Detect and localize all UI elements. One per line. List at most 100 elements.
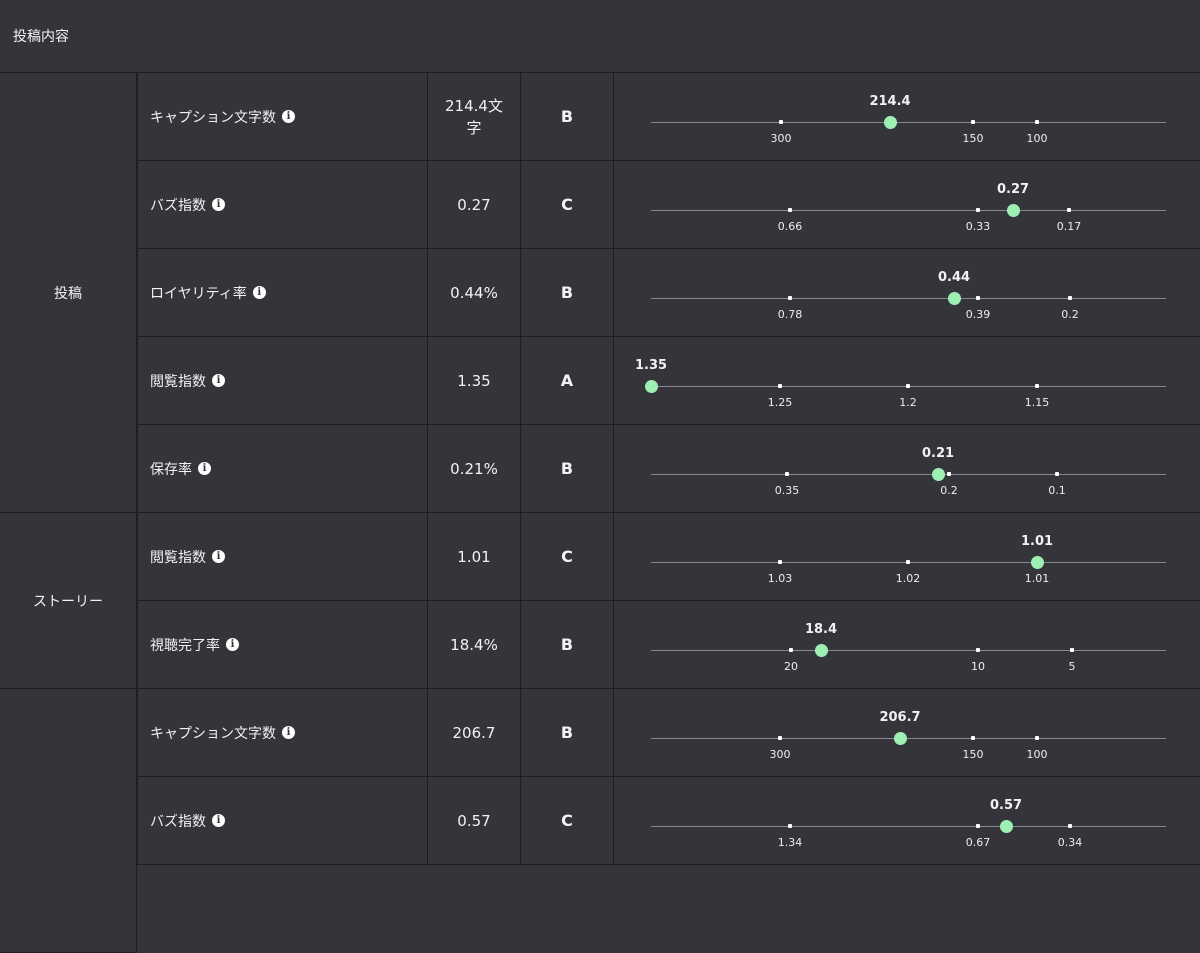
scale-tick bbox=[1035, 384, 1039, 388]
score-marker bbox=[814, 644, 828, 657]
info-icon[interactable]: i bbox=[282, 110, 295, 123]
scale-tick-label: 0.39 bbox=[965, 308, 991, 321]
scale-tick-label: 100 bbox=[1026, 748, 1048, 761]
scale-tick bbox=[1055, 472, 1059, 476]
metric-value-text: 18.4% bbox=[450, 635, 498, 654]
score-marker bbox=[1030, 556, 1044, 569]
scale-cell: 20 10 5 18.4 bbox=[614, 601, 1200, 689]
score-marker-label: 0.44 bbox=[937, 270, 971, 285]
scale-tick-label: 0.67 bbox=[965, 836, 991, 849]
info-icon[interactable]: i bbox=[226, 638, 239, 651]
info-icon[interactable]: i bbox=[282, 726, 295, 739]
grade-cell: C bbox=[521, 777, 614, 865]
metric-value: 0.57 bbox=[428, 777, 521, 865]
info-icon[interactable]: i bbox=[212, 550, 225, 563]
scale-tick-label: 0.66 bbox=[777, 220, 803, 233]
scale-track: 1.25 1.2 1.15 1.35 bbox=[635, 358, 1166, 409]
score-marker-label: 1.01 bbox=[1020, 534, 1054, 549]
scale-tick bbox=[906, 384, 910, 388]
metric-label: 閲覧指数 bbox=[150, 373, 206, 390]
scale-track: 300 150 100 214.4 bbox=[651, 94, 1166, 145]
scale-tick-label: 1.03 bbox=[767, 572, 793, 585]
scale-tick-label: 20 bbox=[784, 660, 798, 673]
scale-tick-label: 1.02 bbox=[895, 572, 921, 585]
scale-tick bbox=[971, 736, 975, 740]
info-icon[interactable]: i bbox=[198, 462, 211, 475]
grade-cell: B bbox=[521, 425, 614, 513]
metric-label: キャプション文字数 bbox=[150, 109, 276, 126]
scale-tick bbox=[785, 472, 789, 476]
info-icon[interactable]: i bbox=[212, 374, 225, 387]
metric-label-cell: バズ指数 i bbox=[137, 161, 428, 249]
scale-tick bbox=[976, 824, 980, 828]
scale-track: 0.35 0.2 0.1 0.21 bbox=[651, 446, 1166, 497]
group-cell bbox=[0, 689, 137, 953]
metric-label-cell: キャプション文字数 i bbox=[137, 689, 428, 777]
scale-tick bbox=[1035, 736, 1039, 740]
grade-cell: A bbox=[521, 337, 614, 425]
scale-tick-label: 1.2 bbox=[899, 396, 917, 409]
scale-tick bbox=[789, 648, 793, 652]
scale-tick bbox=[1035, 120, 1039, 124]
metric-value: 0.44% bbox=[428, 249, 521, 337]
metric-label-cell: 保存率 i bbox=[137, 425, 428, 513]
scale-cell: 0.66 0.33 0.17 0.27 bbox=[614, 161, 1200, 249]
scale-tick bbox=[971, 120, 975, 124]
scale-tick bbox=[788, 208, 792, 212]
info-icon[interactable]: i bbox=[252, 286, 266, 299]
scale-tick bbox=[778, 736, 782, 740]
scale-tick-label: 10 bbox=[971, 660, 985, 673]
grade-cell: B bbox=[521, 689, 614, 777]
grade-badge: C bbox=[561, 547, 573, 566]
metric-label-cell: 閲覧指数 i bbox=[137, 337, 428, 425]
scale-tick-label: 0.34 bbox=[1057, 836, 1083, 849]
scale-tick-label: 0.17 bbox=[1056, 220, 1082, 233]
grade-badge: B bbox=[560, 459, 574, 478]
score-marker bbox=[893, 732, 907, 745]
metric-label-cell: バズ指数 i bbox=[137, 777, 428, 865]
scale-tick-label: 0.2 bbox=[940, 484, 958, 497]
section-header: 投稿内容 bbox=[0, 0, 1200, 73]
scale-cell: 1.25 1.2 1.15 1.35 bbox=[614, 337, 1200, 425]
scale-tick bbox=[1067, 208, 1071, 212]
metric-value-text: 214.4文字 bbox=[445, 96, 503, 137]
scale-tick bbox=[947, 472, 951, 476]
scale-tick-label: 1.34 bbox=[777, 836, 803, 849]
scale-tick-label: 5 bbox=[1068, 660, 1076, 673]
scale-track: 1.03 1.02 1.01 1.01 bbox=[651, 534, 1166, 585]
group-cell: ストーリー bbox=[0, 513, 137, 689]
score-marker-label: 206.7 bbox=[879, 710, 921, 725]
scale-tick bbox=[1068, 296, 1072, 300]
scale-tick bbox=[779, 120, 783, 124]
scale-cell: 0.35 0.2 0.1 0.21 bbox=[614, 425, 1200, 513]
grade-badge: A bbox=[560, 371, 574, 390]
grade-cell: C bbox=[521, 161, 614, 249]
metric-value: 0.27 bbox=[428, 161, 521, 249]
scale-track: 0.78 0.39 0.2 0.44 bbox=[651, 270, 1166, 321]
metric-value-text: 0.27 bbox=[457, 195, 491, 214]
metric-label: キャプション文字数 bbox=[150, 725, 276, 742]
metric-label: 視聴完了率 bbox=[150, 637, 220, 654]
info-icon[interactable]: i bbox=[212, 814, 225, 827]
group-label: 投稿 bbox=[54, 285, 82, 302]
scale-track: 0.66 0.33 0.17 0.27 bbox=[651, 182, 1166, 233]
score-marker bbox=[883, 116, 897, 129]
scale-tick bbox=[906, 560, 910, 564]
score-marker bbox=[1006, 204, 1020, 217]
metric-label-cell: キャプション文字数 i bbox=[137, 73, 428, 161]
grade-badge: B bbox=[560, 283, 574, 302]
grade-cell: B bbox=[521, 601, 614, 689]
score-marker bbox=[999, 820, 1013, 833]
grade-badge: B bbox=[560, 107, 574, 126]
scale-tick bbox=[976, 296, 980, 300]
scale-tick bbox=[1070, 648, 1074, 652]
info-icon[interactable]: i bbox=[212, 198, 225, 211]
scale-tick-label: 0.33 bbox=[965, 220, 991, 233]
scale-cell: 1.34 0.67 0.34 0.57 bbox=[614, 777, 1200, 865]
metric-label: バズ指数 bbox=[150, 197, 206, 214]
metric-value: 1.35 bbox=[428, 337, 521, 425]
scale-tick-label: 300 bbox=[770, 132, 792, 145]
metric-value: 214.4文字 bbox=[428, 73, 521, 161]
metric-label-cell: ロイヤリティ率 i bbox=[137, 249, 428, 337]
score-marker-label: 0.21 bbox=[921, 446, 955, 461]
